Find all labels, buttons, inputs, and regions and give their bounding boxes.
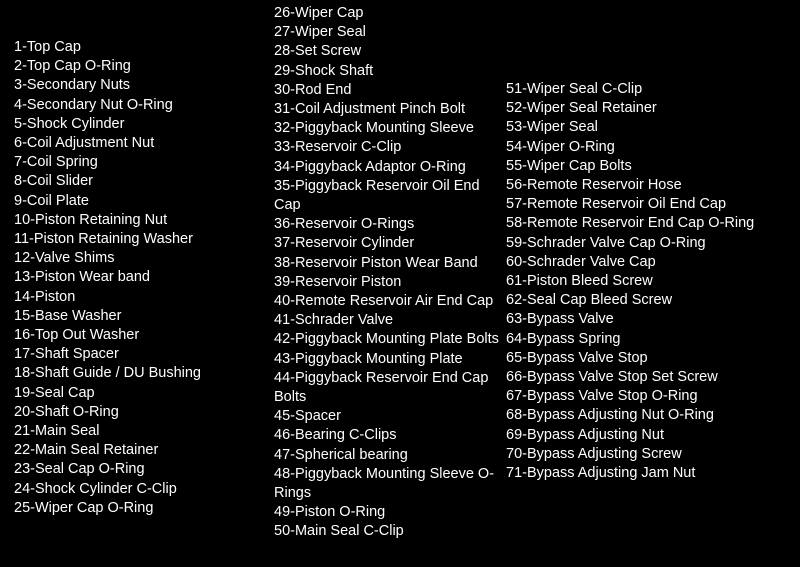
col1-item: 22-Main Seal Retainer — [14, 441, 274, 460]
col3-item: 66-Bypass Valve Stop Set Screw — [506, 368, 796, 387]
col2-item: 40-Remote Reservoir Air End Cap — [274, 292, 506, 311]
col1-item: 12-Valve Shims — [14, 249, 274, 268]
col2-item: 28-Set Screw — [274, 42, 506, 61]
col1-item: 5-Shock Cylinder — [14, 115, 274, 134]
col1-item: 15-Base Washer — [14, 307, 274, 326]
col3-item: 63-Bypass Valve — [506, 310, 796, 329]
col1-item: 11-Piston Retaining Washer — [14, 230, 274, 249]
col3-item: 68-Bypass Adjusting Nut O-Ring — [506, 406, 796, 425]
col2-item: 41-Schrader Valve — [274, 311, 506, 330]
col3-item: 60-Schrader Valve Cap — [506, 253, 796, 272]
col3-item: 59-Schrader Valve Cap O-Ring — [506, 234, 796, 253]
col1-item: 20-Shaft O-Ring — [14, 403, 274, 422]
col3-item: 51-Wiper Seal C-Clip — [506, 80, 796, 99]
col1-item: 18-Shaft Guide / DU Bushing — [14, 364, 274, 383]
col2-item: 35-Piggyback Reservoir Oil End Cap — [274, 177, 506, 215]
col3-item: 62-Seal Cap Bleed Screw — [506, 291, 796, 310]
col1-item: 16-Top Out Washer — [14, 326, 274, 345]
col3-item: 56-Remote Reservoir Hose — [506, 176, 796, 195]
col1-item: 14-Piston — [14, 288, 274, 307]
col2-item: 39-Reservoir Piston — [274, 273, 506, 292]
col1-item: 19-Seal Cap — [14, 384, 274, 403]
col3-item: 52-Wiper Seal Retainer — [506, 99, 796, 118]
col3-item: 64-Bypass Spring — [506, 330, 796, 349]
col1-item: 17-Shaft Spacer — [14, 345, 274, 364]
col2-item: 32-Piggyback Mounting Sleeve — [274, 119, 506, 138]
col1-item: 13-Piston Wear band — [14, 268, 274, 287]
col2-item: 49-Piston O-Ring — [274, 503, 506, 522]
col3-item: 58-Remote Reservoir End Cap O-Ring — [506, 214, 796, 233]
parts-list-container: 1-Top Cap2-Top Cap O-Ring3-Secondary Nut… — [0, 0, 800, 567]
col2-item: 31-Coil Adjustment Pinch Bolt — [274, 100, 506, 119]
col2-item: 33-Reservoir C-Clip — [274, 138, 506, 157]
col2-item: 37-Reservoir Cylinder — [274, 234, 506, 253]
col2-item: 50-Main Seal C-Clip — [274, 522, 506, 541]
col3-item: 53-Wiper Seal — [506, 118, 796, 137]
col2-item: 45-Spacer — [274, 407, 506, 426]
col1-item: 3-Secondary Nuts — [14, 76, 274, 95]
col2-item: 46-Bearing C-Clips — [274, 426, 506, 445]
col2-item: 48-Piggyback Mounting Sleeve O-Rings — [274, 465, 506, 503]
col3-item: 67-Bypass Valve Stop O-Ring — [506, 387, 796, 406]
col3-item: 70-Bypass Adjusting Screw — [506, 445, 796, 464]
col3-item: 55-Wiper Cap Bolts — [506, 157, 796, 176]
col2-item: 30-Rod End — [274, 81, 506, 100]
col2-item: 36-Reservoir O-Rings — [274, 215, 506, 234]
col3-item: 57-Remote Reservoir Oil End Cap — [506, 195, 796, 214]
col2-item: 29-Shock Shaft — [274, 62, 506, 81]
col1-item: 25-Wiper Cap O-Ring — [14, 499, 274, 518]
col1-item: 6-Coil Adjustment Nut — [14, 134, 274, 153]
col3-item: 61-Piston Bleed Screw — [506, 272, 796, 291]
col1-item: 2-Top Cap O-Ring — [14, 57, 274, 76]
col1-item: 8-Coil Slider — [14, 172, 274, 191]
col2-item: 47-Spherical bearing — [274, 446, 506, 465]
col2-item: 44-Piggyback Reservoir End Cap Bolts — [274, 369, 506, 407]
col2-item: 27-Wiper Seal — [274, 23, 506, 42]
col1-item: 23-Seal Cap O-Ring — [14, 460, 274, 479]
col3-item: 65-Bypass Valve Stop — [506, 349, 796, 368]
col2-item: 42-Piggyback Mounting Plate Bolts — [274, 330, 506, 349]
col1-item: 21-Main Seal — [14, 422, 274, 441]
col3-item: 54-Wiper O-Ring — [506, 138, 796, 157]
col2-item: 26-Wiper Cap — [274, 4, 506, 23]
col1-item: 7-Coil Spring — [14, 153, 274, 172]
column-1: 1-Top Cap2-Top Cap O-Ring3-Secondary Nut… — [14, 4, 274, 567]
col1-item: 10-Piston Retaining Nut — [14, 211, 274, 230]
col1-item: 24-Shock Cylinder C-Clip — [14, 480, 274, 499]
col2-item: 34-Piggyback Adaptor O-Ring — [274, 158, 506, 177]
column-2: 26-Wiper Cap27-Wiper Seal28-Set Screw29-… — [274, 4, 506, 567]
col2-item: 38-Reservoir Piston Wear Band — [274, 254, 506, 273]
col2-item: 43-Piggyback Mounting Plate — [274, 350, 506, 369]
col3-item: 69-Bypass Adjusting Nut — [506, 426, 796, 445]
column-3: 51-Wiper Seal C-Clip52-Wiper Seal Retain… — [506, 4, 796, 567]
col1-item: 9-Coil Plate — [14, 192, 274, 211]
col1-item: 1-Top Cap — [14, 38, 274, 57]
col1-item: 4-Secondary Nut O-Ring — [14, 96, 274, 115]
col3-item: 71-Bypass Adjusting Jam Nut — [506, 464, 796, 483]
